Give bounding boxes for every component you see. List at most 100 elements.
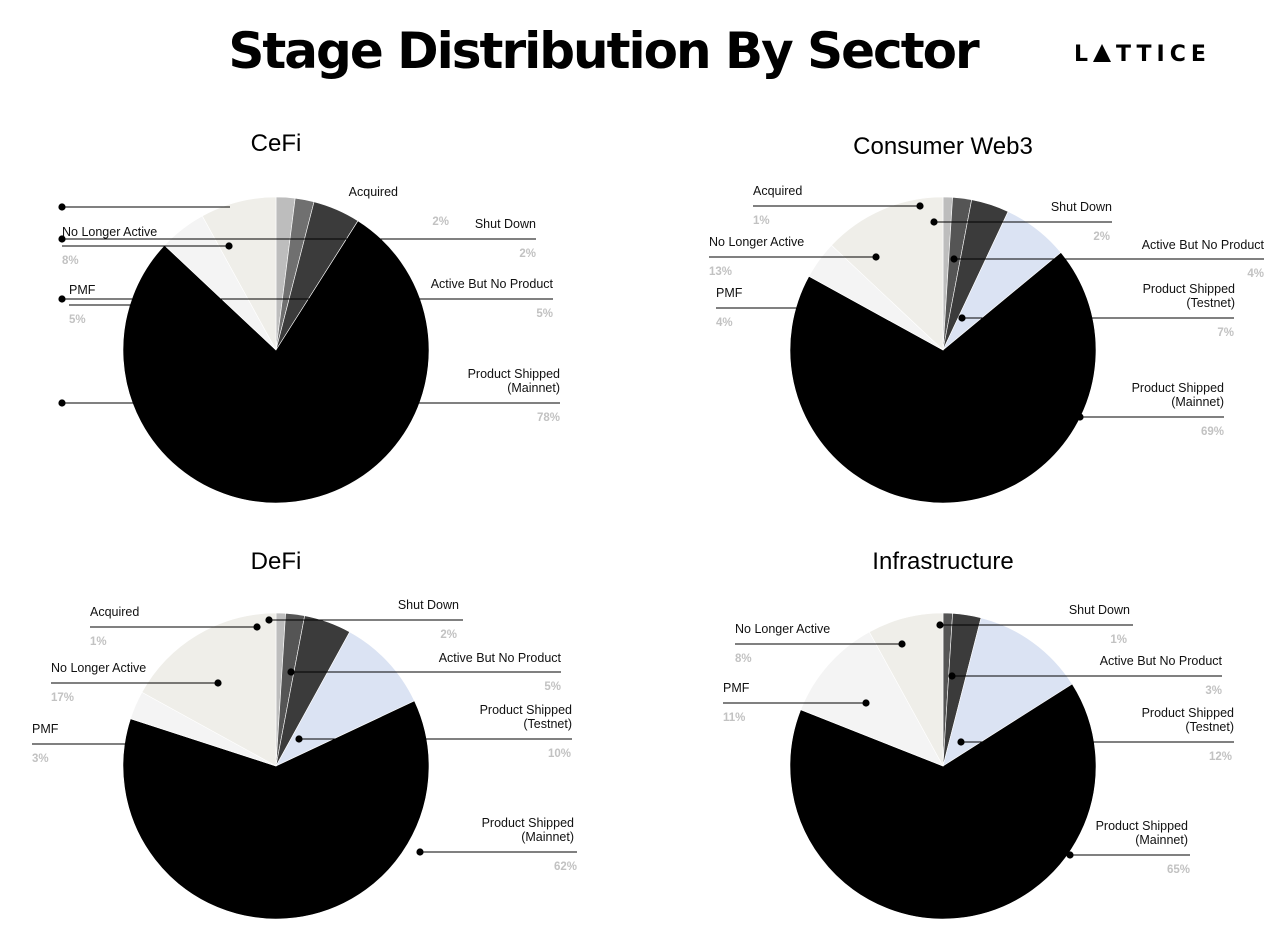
- pie-slice-no-longer-active: [141, 612, 277, 767]
- slice-label-product-shipped-testnet: Product Shipped(Testnet) 10%: [295, 703, 572, 760]
- leader-dot: [58, 235, 66, 243]
- slice-percent: 11%: [723, 712, 745, 724]
- slice-percent: 3%: [1205, 685, 1222, 697]
- slice-name: (Testnet): [1186, 296, 1235, 310]
- slice-percent: 2%: [519, 248, 536, 260]
- slice-name: Active But No Product: [1100, 654, 1223, 668]
- slice-name: Product Shipped: [1143, 282, 1235, 296]
- slice-percent: 4%: [1247, 268, 1264, 280]
- leader-dot: [208, 301, 216, 309]
- slice-name: (Mainnet): [521, 830, 574, 844]
- slice-percent: 5%: [536, 308, 553, 320]
- slice-name: (Mainnet): [1171, 395, 1224, 409]
- slice-label-no-longer-active: No Longer Active 13%: [709, 235, 880, 278]
- slice-name: Product Shipped: [482, 816, 574, 830]
- slice-name: Product Shipped: [1132, 381, 1224, 395]
- slice-name: Active But No Product: [431, 277, 554, 291]
- slice-name: Product Shipped: [480, 703, 572, 717]
- slice-name: PMF: [69, 283, 96, 297]
- slice-percent: 17%: [51, 692, 74, 704]
- slice-name: Acquired: [90, 605, 139, 619]
- slice-label-product-shipped-mainnet: Product Shipped(Mainnet) 65%: [1066, 819, 1190, 876]
- slice-percent: 8%: [735, 653, 752, 665]
- leader-dot: [958, 314, 966, 322]
- logo-triangle-icon: [1093, 44, 1112, 62]
- pie-slice-no-longer-active: [868, 612, 944, 767]
- slice-percent: 5%: [544, 681, 561, 693]
- slice-label-active-but-no-product: Active But No Product 3%: [948, 654, 1223, 697]
- leader-dot: [287, 668, 295, 676]
- slice-percent: 62%: [554, 861, 577, 873]
- slice-name: Acquired: [753, 184, 802, 198]
- pie-slice-product-shipped-mainnet: [122, 700, 430, 920]
- leader-dot: [872, 253, 880, 261]
- leader-dot: [416, 848, 424, 856]
- slice-name: No Longer Active: [62, 225, 157, 239]
- slice-label-acquired: Acquired 1%: [753, 184, 924, 227]
- slice-name: (Mainnet): [1135, 833, 1188, 847]
- slice-name: No Longer Active: [51, 661, 146, 675]
- logo-letter-l: L: [1074, 42, 1094, 67]
- pie-slice-no-longer-active: [831, 196, 944, 351]
- slice-label-shut-down: Shut Down 2%: [265, 598, 463, 641]
- slice-name: (Testnet): [523, 717, 572, 731]
- slice-name: No Longer Active: [709, 235, 804, 249]
- slice-label-active-but-no-product: Active But No Product 4%: [950, 238, 1265, 280]
- slice-percent: 7%: [1217, 327, 1234, 339]
- leader-dot: [862, 699, 870, 707]
- slice-label-pmf: PMF 11%: [723, 681, 870, 724]
- leader-dot: [214, 679, 222, 687]
- slice-name: (Testnet): [1185, 720, 1234, 734]
- slice-percent: 78%: [537, 412, 560, 424]
- leader-dot: [957, 738, 965, 746]
- leader-dot: [225, 242, 233, 250]
- chart-title: Infrastructure: [872, 548, 1013, 575]
- slice-percent: 4%: [716, 317, 733, 329]
- pie-slice-product-shipped-testnet: [942, 617, 1073, 767]
- pie-slice-no-longer-active: [201, 196, 277, 351]
- slice-name: Product Shipped: [1142, 706, 1234, 720]
- slice-percent: 8%: [62, 255, 79, 267]
- slice-name: Active But No Product: [1142, 238, 1265, 252]
- slice-label-pmf: PMF 3%: [32, 722, 179, 765]
- slice-percent: 10%: [548, 748, 571, 760]
- slice-label-product-shipped-mainnet: Product Shipped(Mainnet) 62%: [416, 816, 577, 873]
- slice-name: (Mainnet): [507, 381, 560, 395]
- slice-percent: 1%: [753, 215, 770, 227]
- pie-chart-cefi: CeFi Acquired 2% Shut Down 2% Active But No P…: [58, 130, 560, 504]
- slice-name: PMF: [32, 722, 59, 736]
- leader-dot: [265, 616, 273, 624]
- leader-dot: [948, 672, 956, 680]
- slice-label-pmf: PMF 4%: [716, 286, 862, 329]
- leader-dot: [1076, 413, 1084, 421]
- slice-name: Shut Down: [398, 598, 459, 612]
- slice-label-no-longer-active: No Longer Active 8%: [62, 225, 233, 267]
- slice-percent: 2%: [1093, 231, 1110, 243]
- slice-name: Shut Down: [475, 217, 536, 231]
- slice-label-shut-down: Shut Down 1%: [936, 603, 1133, 646]
- slice-percent: 3%: [32, 753, 49, 765]
- slice-percent: 69%: [1201, 426, 1224, 438]
- slice-name: Active But No Product: [439, 651, 562, 665]
- leader-dot: [936, 621, 944, 629]
- leader-dot: [898, 640, 906, 648]
- slice-label-product-shipped-mainnet: Product Shipped(Mainnet) 78%: [58, 367, 560, 424]
- slice-percent: 5%: [69, 314, 86, 326]
- pie-chart-defi: DeFi Acquired 1% Shut Down 2% Active But No P…: [32, 548, 577, 920]
- slice-name: PMF: [723, 681, 750, 695]
- lattice-logo: L TTICE: [1074, 40, 1211, 70]
- slice-name: No Longer Active: [735, 622, 830, 636]
- slice-name: Product Shipped: [468, 367, 560, 381]
- slice-percent: 1%: [1110, 634, 1127, 646]
- leader-dot: [1066, 851, 1074, 859]
- pie-slice-product-shipped-testnet: [275, 631, 415, 767]
- slice-label-product-shipped-testnet: Product Shipped(Testnet) 7%: [958, 282, 1235, 339]
- slice-label-product-shipped-testnet: Product Shipped(Testnet) 12%: [957, 706, 1234, 763]
- slice-percent: 1%: [90, 636, 107, 648]
- slice-percent: 2%: [432, 216, 449, 228]
- slice-label-shut-down: Shut Down 2%: [930, 200, 1112, 243]
- pie-chart-infrastructure: Infrastructure Shut Down 1% Active But No P…: [723, 548, 1234, 920]
- leader-dot: [930, 218, 938, 226]
